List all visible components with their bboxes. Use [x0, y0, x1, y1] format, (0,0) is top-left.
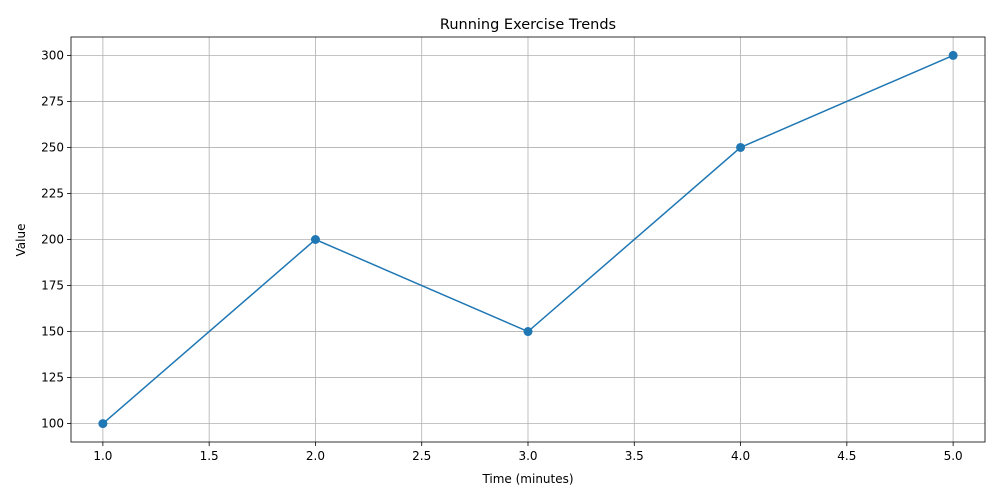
y-tick-label: 225 [41, 186, 64, 200]
data-point [948, 50, 958, 60]
x-axis-ticks: 1.0 1.5 2.0 2.5 3.0 3.5 4.0 4.5 5.0 [93, 442, 963, 463]
y-tick-label: 200 [41, 233, 64, 247]
chart-title: Running Exercise Trends [440, 17, 616, 33]
y-tick-label: 125 [41, 371, 64, 385]
data-point [523, 327, 533, 337]
data-point [310, 235, 320, 244]
x-tick-label: 1.5 [200, 449, 219, 463]
x-tick-label: 2.5 [412, 449, 431, 463]
x-tick-label: 2.0 [306, 449, 325, 463]
y-tick-label: 150 [41, 325, 64, 339]
y-tick-label: 300 [41, 48, 64, 62]
data-point [736, 142, 746, 152]
series-group [98, 50, 958, 429]
x-axis-label: Time (minutes) [481, 472, 573, 486]
y-tick-label: 100 [41, 417, 64, 431]
y-tick-label: 250 [41, 140, 64, 154]
x-tick-label: 3.5 [625, 449, 644, 463]
y-axis-label: Value [14, 224, 28, 257]
y-tick-label: 275 [41, 94, 64, 108]
y-axis-ticks: 100 125 150 175 200 225 250 275 300 [41, 48, 71, 431]
x-tick-label: 3.0 [518, 449, 537, 463]
x-tick-label: 4.5 [837, 449, 856, 463]
x-tick-label: 5.0 [944, 449, 963, 463]
x-tick-label: 4.0 [731, 449, 750, 463]
x-tick-label: 1.0 [93, 449, 112, 463]
y-tick-label: 175 [41, 279, 64, 293]
grid-lines [71, 37, 985, 442]
data-point [98, 419, 108, 429]
